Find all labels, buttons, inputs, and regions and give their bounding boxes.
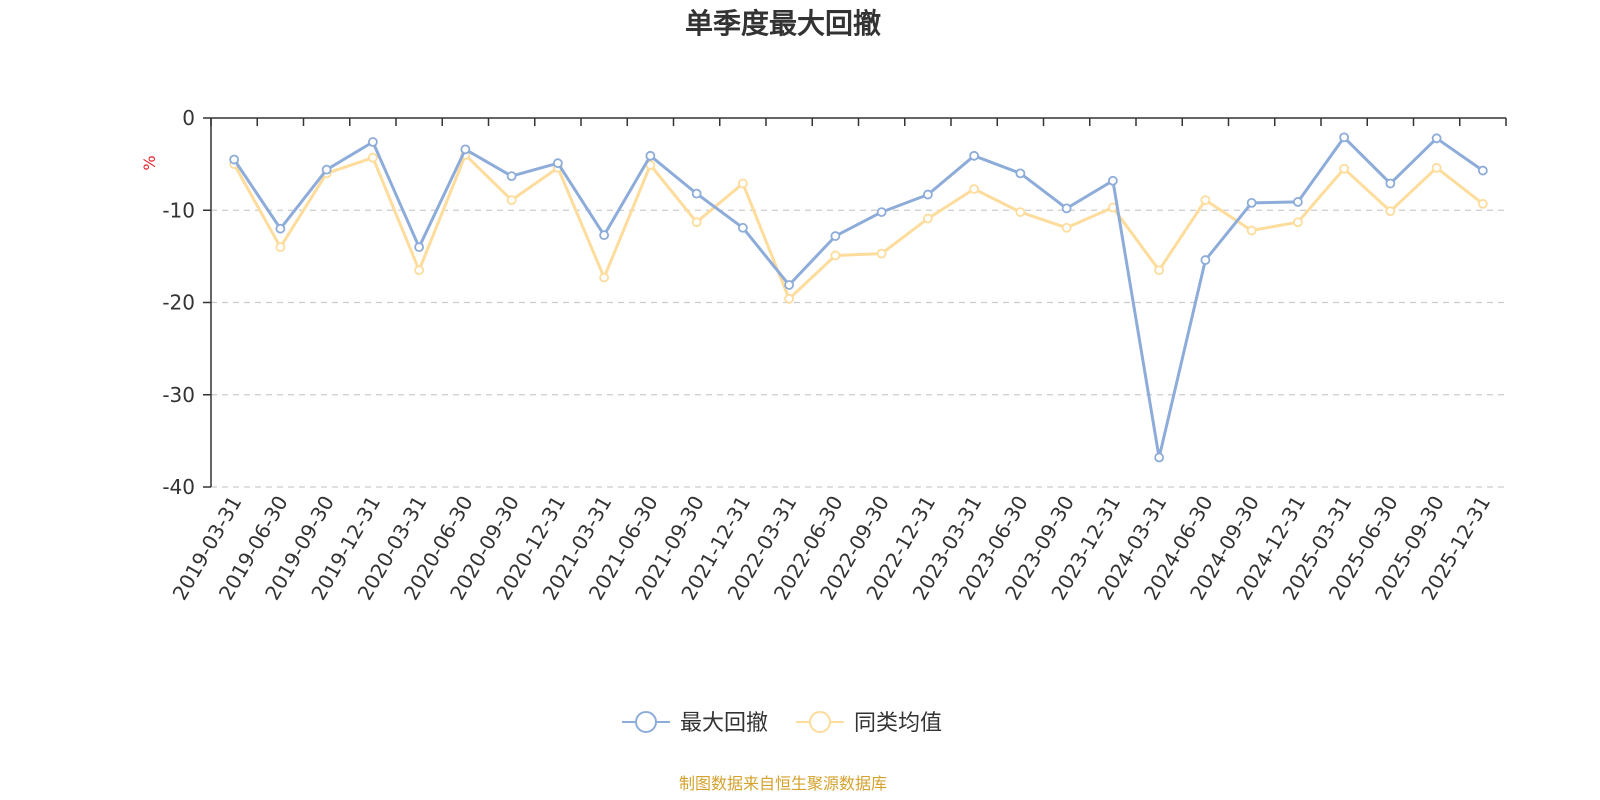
series-2-point <box>876 248 887 259</box>
series-1-point <box>1015 168 1026 179</box>
y-axis-tick-label: -30 <box>162 383 195 407</box>
series-1-point <box>229 154 240 165</box>
series-1-point <box>1154 452 1165 463</box>
y-axis-unit-label: % <box>140 155 159 170</box>
series-1-point <box>506 171 517 182</box>
legend-label: 同类均值 <box>854 711 942 736</box>
series-2-point <box>1246 225 1257 236</box>
legend-label: 最大回撤 <box>680 711 768 736</box>
series-1-point <box>1385 178 1396 189</box>
series-1-point <box>830 231 841 241</box>
series-1-point <box>367 137 378 147</box>
series-2-point <box>1431 162 1442 173</box>
y-axis-tick-label: -40 <box>162 475 195 499</box>
series-1-point <box>1339 132 1350 143</box>
y-axis-tick-label: -10 <box>162 198 195 222</box>
y-axis-tick-label: 0 <box>182 106 195 130</box>
series-line-1 <box>232 135 1484 459</box>
chart-title: 单季度最大回撤 <box>685 7 881 40</box>
series-2-point <box>969 184 980 194</box>
series-layer <box>229 132 1488 463</box>
series-1-point <box>1200 255 1211 265</box>
series-1-point <box>414 242 425 253</box>
series-line-2 <box>232 153 1484 301</box>
series-1-point <box>645 150 656 161</box>
series-2-point <box>691 217 702 228</box>
series-2-point <box>737 178 748 189</box>
series-1-point <box>552 158 563 169</box>
series-1-point <box>275 223 286 234</box>
series-1-point <box>1431 133 1442 144</box>
series-2-point <box>1154 265 1165 276</box>
series-2-point <box>1200 195 1211 206</box>
series-1-point <box>1477 165 1488 176</box>
series-1-point <box>599 230 610 241</box>
series-1-point <box>876 207 887 217</box>
data-source-note: 制图数据来自恒生聚源数据库 <box>679 774 887 793</box>
series-1-point <box>737 222 748 233</box>
series-2-point <box>1385 206 1396 217</box>
series-2-point <box>414 265 425 276</box>
series-2-point <box>1015 207 1026 217</box>
grid-lines <box>211 209 1506 488</box>
legend-marker-icon <box>635 711 657 733</box>
y-axis-tick-label: -20 <box>162 291 195 315</box>
series-2-point <box>367 152 378 163</box>
series-2-point <box>830 250 841 261</box>
series-2-point <box>506 195 517 206</box>
series-1-point <box>1292 197 1303 207</box>
legend[interactable]: 最大回撤 同类均值 <box>622 711 942 736</box>
series-1-point <box>784 280 795 290</box>
series-1-point <box>321 164 332 175</box>
series-1-point <box>1246 197 1257 208</box>
series-1-point <box>460 144 471 155</box>
series-2-point <box>1339 163 1350 174</box>
series-1-point <box>1061 203 1072 214</box>
series-2-point <box>1292 217 1303 228</box>
series-2-point <box>1477 198 1488 209</box>
series-1-point <box>1107 175 1118 186</box>
series-1-point <box>922 189 933 200</box>
series-1-point <box>691 188 702 199</box>
legend-item-2[interactable]: 同类均值 <box>796 711 942 736</box>
series-2-point <box>784 293 795 304</box>
series-2-point <box>275 242 286 253</box>
series-2-point <box>599 272 610 283</box>
legend-marker-icon <box>809 711 831 733</box>
axes: 0-10-20-30-402019-03-312019-06-302019-09… <box>162 106 1507 604</box>
series-1-point <box>969 150 980 161</box>
series-2-point <box>1061 222 1072 233</box>
legend-item-1[interactable]: 最大回撤 <box>622 711 768 736</box>
series-2-point <box>922 213 933 224</box>
